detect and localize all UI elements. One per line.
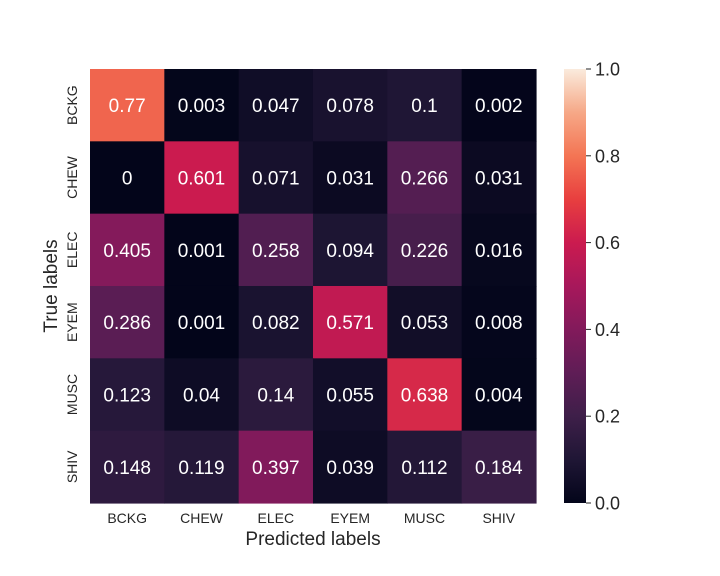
cell-value-label: 0.119 (178, 458, 224, 479)
cell-value-label: 0.123 (103, 385, 151, 406)
colorbar-tick-label: 0.8 (595, 146, 620, 166)
heatmap-cell-shiv-shiv (461, 430, 537, 504)
cell-value-label: 0.078 (326, 96, 374, 117)
cell-value-label: 0.266 (401, 168, 449, 189)
cell-value-label: 0.053 (401, 313, 449, 334)
cell-value-label: 0.004 (475, 385, 523, 406)
cell-value-label: 0.031 (326, 168, 374, 189)
cell-value-label: 0.031 (475, 168, 523, 189)
heatmap-cell-chew-shiv (461, 141, 537, 215)
heatmap-cell-elec-shiv (461, 213, 537, 287)
cell-value-label: 0.77 (109, 96, 146, 117)
cell-value-label: 0.094 (326, 241, 374, 262)
colorbar-tick-label: 0.4 (595, 320, 620, 340)
heatmap-cells (90, 69, 537, 504)
heatmap-cell-bckg-musc (387, 69, 463, 142)
cell-value-label: 0.002 (475, 96, 523, 117)
heatmap-cell-bckg-elec (238, 69, 314, 142)
cell-value-label: 0.405 (103, 241, 151, 262)
heatmap-cell-bckg-shiv (461, 69, 537, 142)
heatmap-cell-shiv-bckg (90, 430, 165, 504)
cell-value-label: 0.1 (411, 96, 437, 117)
cell-value-label: 0.071 (252, 168, 300, 189)
x-axis-label: Predicted labels (245, 529, 380, 550)
heatmap-cell-elec-chew (164, 213, 240, 287)
cell-value-label: 0.258 (252, 241, 300, 262)
y-tick-label: CHEW (64, 155, 80, 199)
heatmap-cell-elec-musc (387, 213, 463, 287)
cell-value-label: 0.016 (475, 241, 523, 262)
heatmap-value-labels: 0.77 0.003 0.047 0.078 0.1 0.002 0 0.601 0.071 0.… (103, 96, 523, 479)
y-tick-label: SHIV (64, 450, 80, 483)
cell-value-label: 0.14 (257, 385, 294, 406)
cell-value-label: 0.571 (326, 313, 374, 334)
y-tick-labels: BCKG CHEW ELEC EYEM MUSC SHIV (64, 85, 80, 483)
heatmap-cell-chew-elec (238, 141, 314, 215)
colorbar-tick-label: 1.0 (595, 60, 620, 80)
y-tick-label: EYEM (64, 302, 80, 342)
heatmap-cell-elec-eyem (312, 213, 388, 287)
cell-value-label: 0.148 (103, 458, 151, 479)
y-tick-label: ELEC (64, 232, 80, 269)
cell-value-label: 0 (122, 168, 133, 189)
cell-value-label: 0.008 (475, 313, 523, 334)
cell-value-label: 0.601 (178, 168, 226, 189)
y-axis-label: True labels (41, 239, 62, 332)
heatmap-cell-shiv-eyem (312, 430, 388, 504)
cell-value-label: 0.286 (103, 313, 151, 334)
cell-value-label: 0.003 (178, 96, 226, 117)
heatmap-cell-musc-musc (387, 358, 463, 432)
x-tick-label: SHIV (482, 510, 515, 526)
colorbar-tick-label: 0.2 (595, 407, 620, 427)
colorbar (564, 69, 586, 503)
heatmap-cell-eyem-elec (238, 285, 314, 359)
colorbar-ticks: 0.0 0.2 0.4 0.6 0.8 1.0 (586, 60, 620, 514)
cell-value-label: 0.055 (326, 385, 374, 406)
heatmap-cell-eyem-eyem (312, 285, 388, 359)
cell-value-label: 0.184 (475, 458, 523, 479)
heatmap-cell-musc-elec (238, 358, 314, 432)
x-tick-label: ELEC (258, 510, 295, 526)
heatmap-cell-shiv-chew (164, 430, 240, 504)
heatmap-cell-shiv-elec (238, 430, 314, 504)
heatmap-cell-musc-chew (164, 358, 240, 432)
cell-value-label: 0.397 (252, 458, 300, 479)
colorbar-tick-label: 0.6 (595, 233, 620, 253)
heatmap-cell-musc-eyem (312, 358, 388, 432)
x-tick-labels: BCKG CHEW ELEC EYEM MUSC SHIV (107, 510, 515, 526)
heatmap-cell-chew-musc (387, 141, 463, 215)
heatmap-cell-elec-elec (238, 213, 314, 287)
cell-value-label: 0.226 (401, 241, 449, 262)
x-tick-label: BCKG (107, 510, 147, 526)
cell-value-label: 0.047 (252, 96, 300, 117)
cell-value-label: 0.04 (183, 385, 220, 406)
heatmap-cell-elec-bckg (90, 213, 165, 287)
heatmap-cell-bckg-chew (164, 69, 240, 142)
x-tick-label: CHEW (180, 510, 224, 526)
heatmap-cell-chew-bckg (90, 141, 165, 215)
heatmap-cell-eyem-bckg (90, 285, 165, 359)
heatmap-cell-bckg-eyem (312, 69, 388, 142)
y-tick-label: MUSC (64, 374, 80, 415)
cell-value-label: 0.638 (401, 385, 449, 406)
cell-value-label: 0.082 (252, 313, 300, 334)
cell-value-label: 0.001 (178, 313, 226, 334)
heatmap-cell-eyem-chew (164, 285, 240, 359)
heatmap-cell-chew-chew (164, 141, 240, 215)
x-tick-label: EYEM (330, 510, 370, 526)
heatmap-cell-shiv-musc (387, 430, 463, 504)
cell-value-label: 0.001 (178, 241, 226, 262)
y-tick-label: BCKG (64, 85, 80, 125)
heatmap-cell-bckg-bckg (90, 69, 165, 142)
heatmap-cell-chew-eyem (312, 141, 388, 215)
heatmap-cell-musc-shiv (461, 358, 537, 432)
heatmap-cell-eyem-musc (387, 285, 463, 359)
cell-value-label: 0.112 (401, 458, 447, 479)
cell-value-label: 0.039 (326, 458, 374, 479)
colorbar-tick-label: 0.0 (595, 494, 620, 514)
heatmap-cell-eyem-shiv (461, 285, 537, 359)
heatmap-cell-musc-bckg (90, 358, 165, 432)
x-tick-label: MUSC (404, 510, 445, 526)
